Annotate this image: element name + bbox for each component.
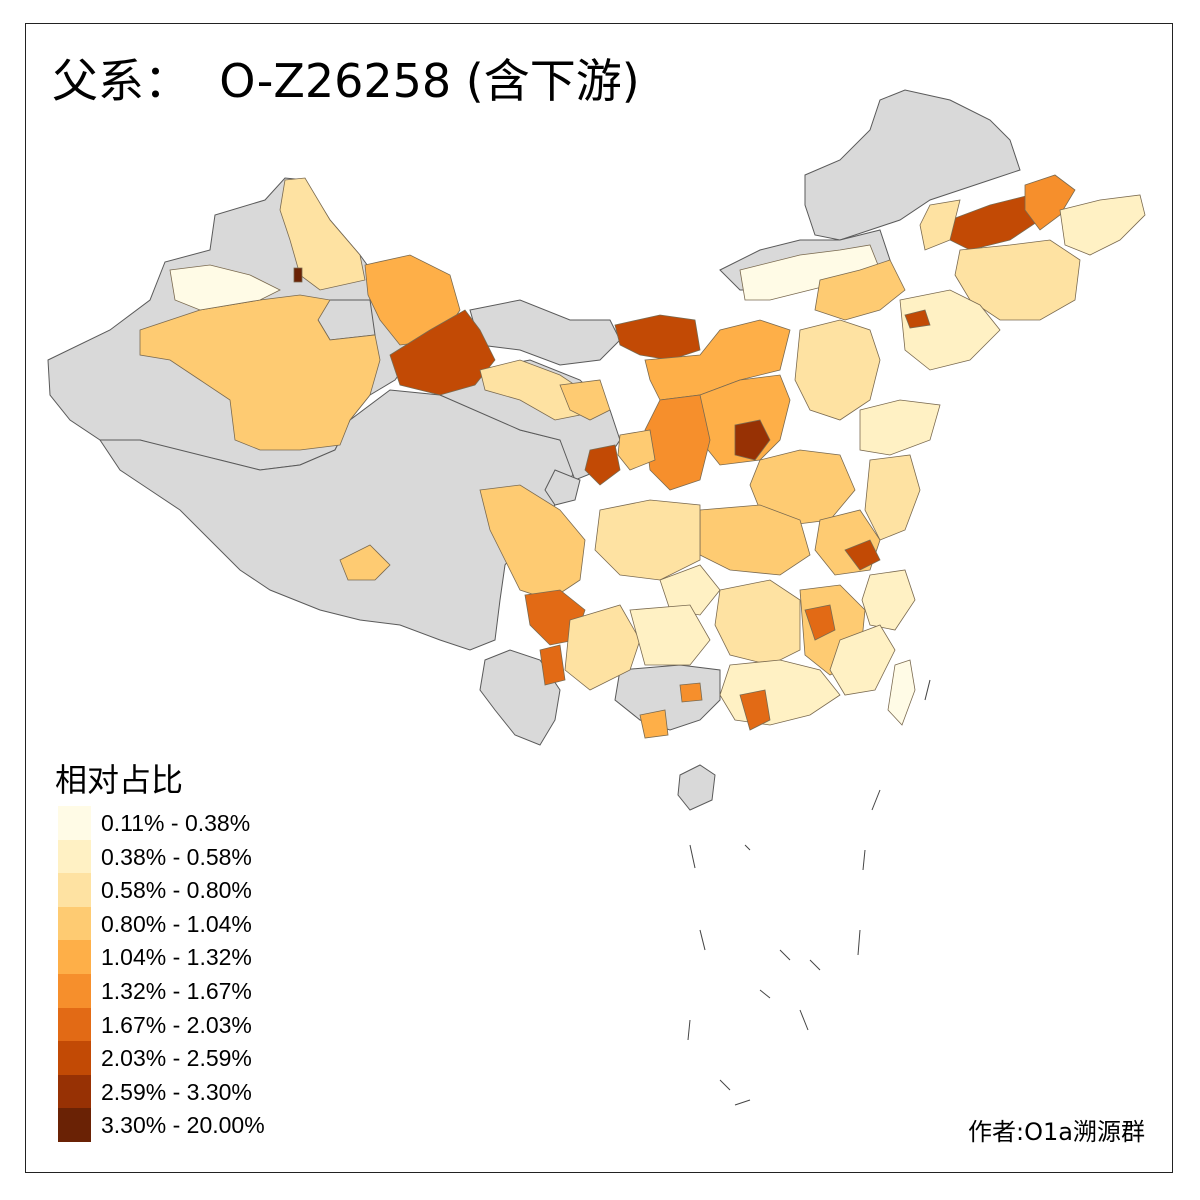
region-yunnan-light	[564, 604, 641, 691]
region-heilongjiang-dark	[949, 194, 1041, 251]
region-xinjiang-south	[139, 294, 381, 451]
author-credit: 作者:O1a溯源群	[968, 1118, 1145, 1146]
region-guangdong-orange	[739, 689, 771, 731]
legend-swatch	[58, 974, 91, 1008]
legend-label: 1.67% - 2.03%	[101, 1011, 252, 1038]
region-xinjiang-dark-dot	[293, 267, 303, 283]
region-yunnan-south	[479, 649, 561, 746]
legend-label: 1.04% - 1.32%	[101, 944, 252, 971]
region-shandong	[859, 399, 941, 456]
legend-swatch	[58, 1108, 91, 1143]
region-qinghai-small	[559, 379, 611, 421]
legend-label: 3.30% - 20.00%	[101, 1112, 265, 1139]
south-china-sea-islands	[687, 679, 931, 1106]
region-anhui-dark	[844, 539, 881, 571]
legend-label: 0.80% - 1.04%	[101, 910, 252, 937]
legend-label: 0.58% - 0.80%	[101, 877, 252, 904]
legend-item: 2.59% - 3.30%	[58, 1074, 378, 1109]
legend-item: 1.32% - 1.67%	[58, 974, 378, 1008]
legend-swatch	[58, 940, 91, 975]
region-inner-mongolia-west	[469, 299, 621, 366]
map-frame	[25, 23, 1173, 1173]
legend-item: 0.58% - 0.80%	[58, 873, 378, 908]
region-heilongjiang-orange	[1024, 174, 1076, 231]
legend-label: 1.32% - 1.67%	[101, 978, 252, 1004]
region-tibet-east	[544, 469, 581, 506]
region-guangxi	[614, 664, 721, 731]
region-jiangxi-orange	[804, 604, 836, 641]
region-chongqing	[659, 564, 721, 616]
legend-swatch	[58, 873, 91, 908]
region-hubei	[699, 504, 811, 576]
region-sichuan-west	[479, 484, 586, 601]
region-hainan	[677, 764, 716, 811]
legend-item: 1.04% - 1.32%	[58, 940, 378, 975]
legend-item: 0.80% - 1.04%	[58, 906, 378, 941]
legend-item: 0.11% - 0.38%	[58, 806, 378, 840]
map-title: 父系： O-Z26258 (含下游)	[52, 54, 640, 108]
legend-swatch	[58, 906, 91, 941]
region-taiwan	[887, 659, 916, 726]
region-imongolia-east-orange	[814, 259, 906, 321]
region-yunnan-orange-2	[539, 644, 566, 686]
region-fujian	[829, 624, 896, 696]
region-heilongjiang-north	[804, 89, 1021, 241]
region-guangxi-orange	[639, 709, 669, 739]
region-guizhou	[629, 604, 711, 666]
data-regions	[139, 174, 1146, 739]
legend-swatch	[58, 1074, 91, 1109]
region-jiangsu	[864, 454, 921, 541]
legend-label: 0.11% - 0.38%	[101, 810, 251, 836]
region-tibet-small	[339, 544, 391, 581]
legend-swatch	[58, 839, 91, 874]
region-imongolia-central	[644, 319, 791, 401]
legend-item: 1.67% - 2.03%	[58, 1007, 378, 1042]
region-jilin	[954, 239, 1081, 321]
legend-item: 3.30% - 20.00%	[58, 1108, 378, 1143]
legend-label: 2.59% - 3.30%	[101, 1078, 252, 1105]
legend-swatch	[58, 1007, 91, 1042]
region-heilongjiang-east	[1059, 194, 1146, 256]
legend-title: 相对占比	[55, 761, 184, 799]
legend-item: 0.38% - 0.58%	[58, 839, 378, 874]
region-sichuan-east	[594, 499, 701, 581]
legend-item: 2.03% - 2.59%	[58, 1041, 378, 1076]
region-hami	[389, 309, 496, 396]
region-heilongjiang-light	[919, 199, 961, 251]
region-liaoning-dark	[904, 309, 931, 329]
region-hunan	[714, 579, 801, 666]
region-xinjiang-north-b	[169, 264, 281, 311]
region-guangxi-orange-2	[679, 682, 703, 703]
legend-label: 2.03% - 2.59%	[101, 1045, 252, 1072]
region-guangdong	[719, 659, 841, 726]
region-shaanxi	[644, 394, 711, 491]
legend-swatch	[58, 806, 91, 840]
region-gansu-east	[584, 444, 621, 486]
region-xinjiang-north-a	[279, 177, 366, 291]
region-shanxi-dark	[734, 419, 771, 461]
legend-label: 0.38% - 0.58%	[101, 843, 252, 870]
region-ningxia	[617, 429, 656, 471]
region-alxa	[614, 314, 701, 361]
legend-swatch	[58, 1041, 91, 1076]
region-zhejiang	[861, 569, 916, 631]
region-hebei	[794, 319, 881, 421]
